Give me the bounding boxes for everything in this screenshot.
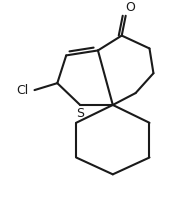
Text: O: O — [126, 1, 136, 14]
Text: Cl: Cl — [16, 84, 29, 97]
Text: S: S — [76, 107, 84, 120]
